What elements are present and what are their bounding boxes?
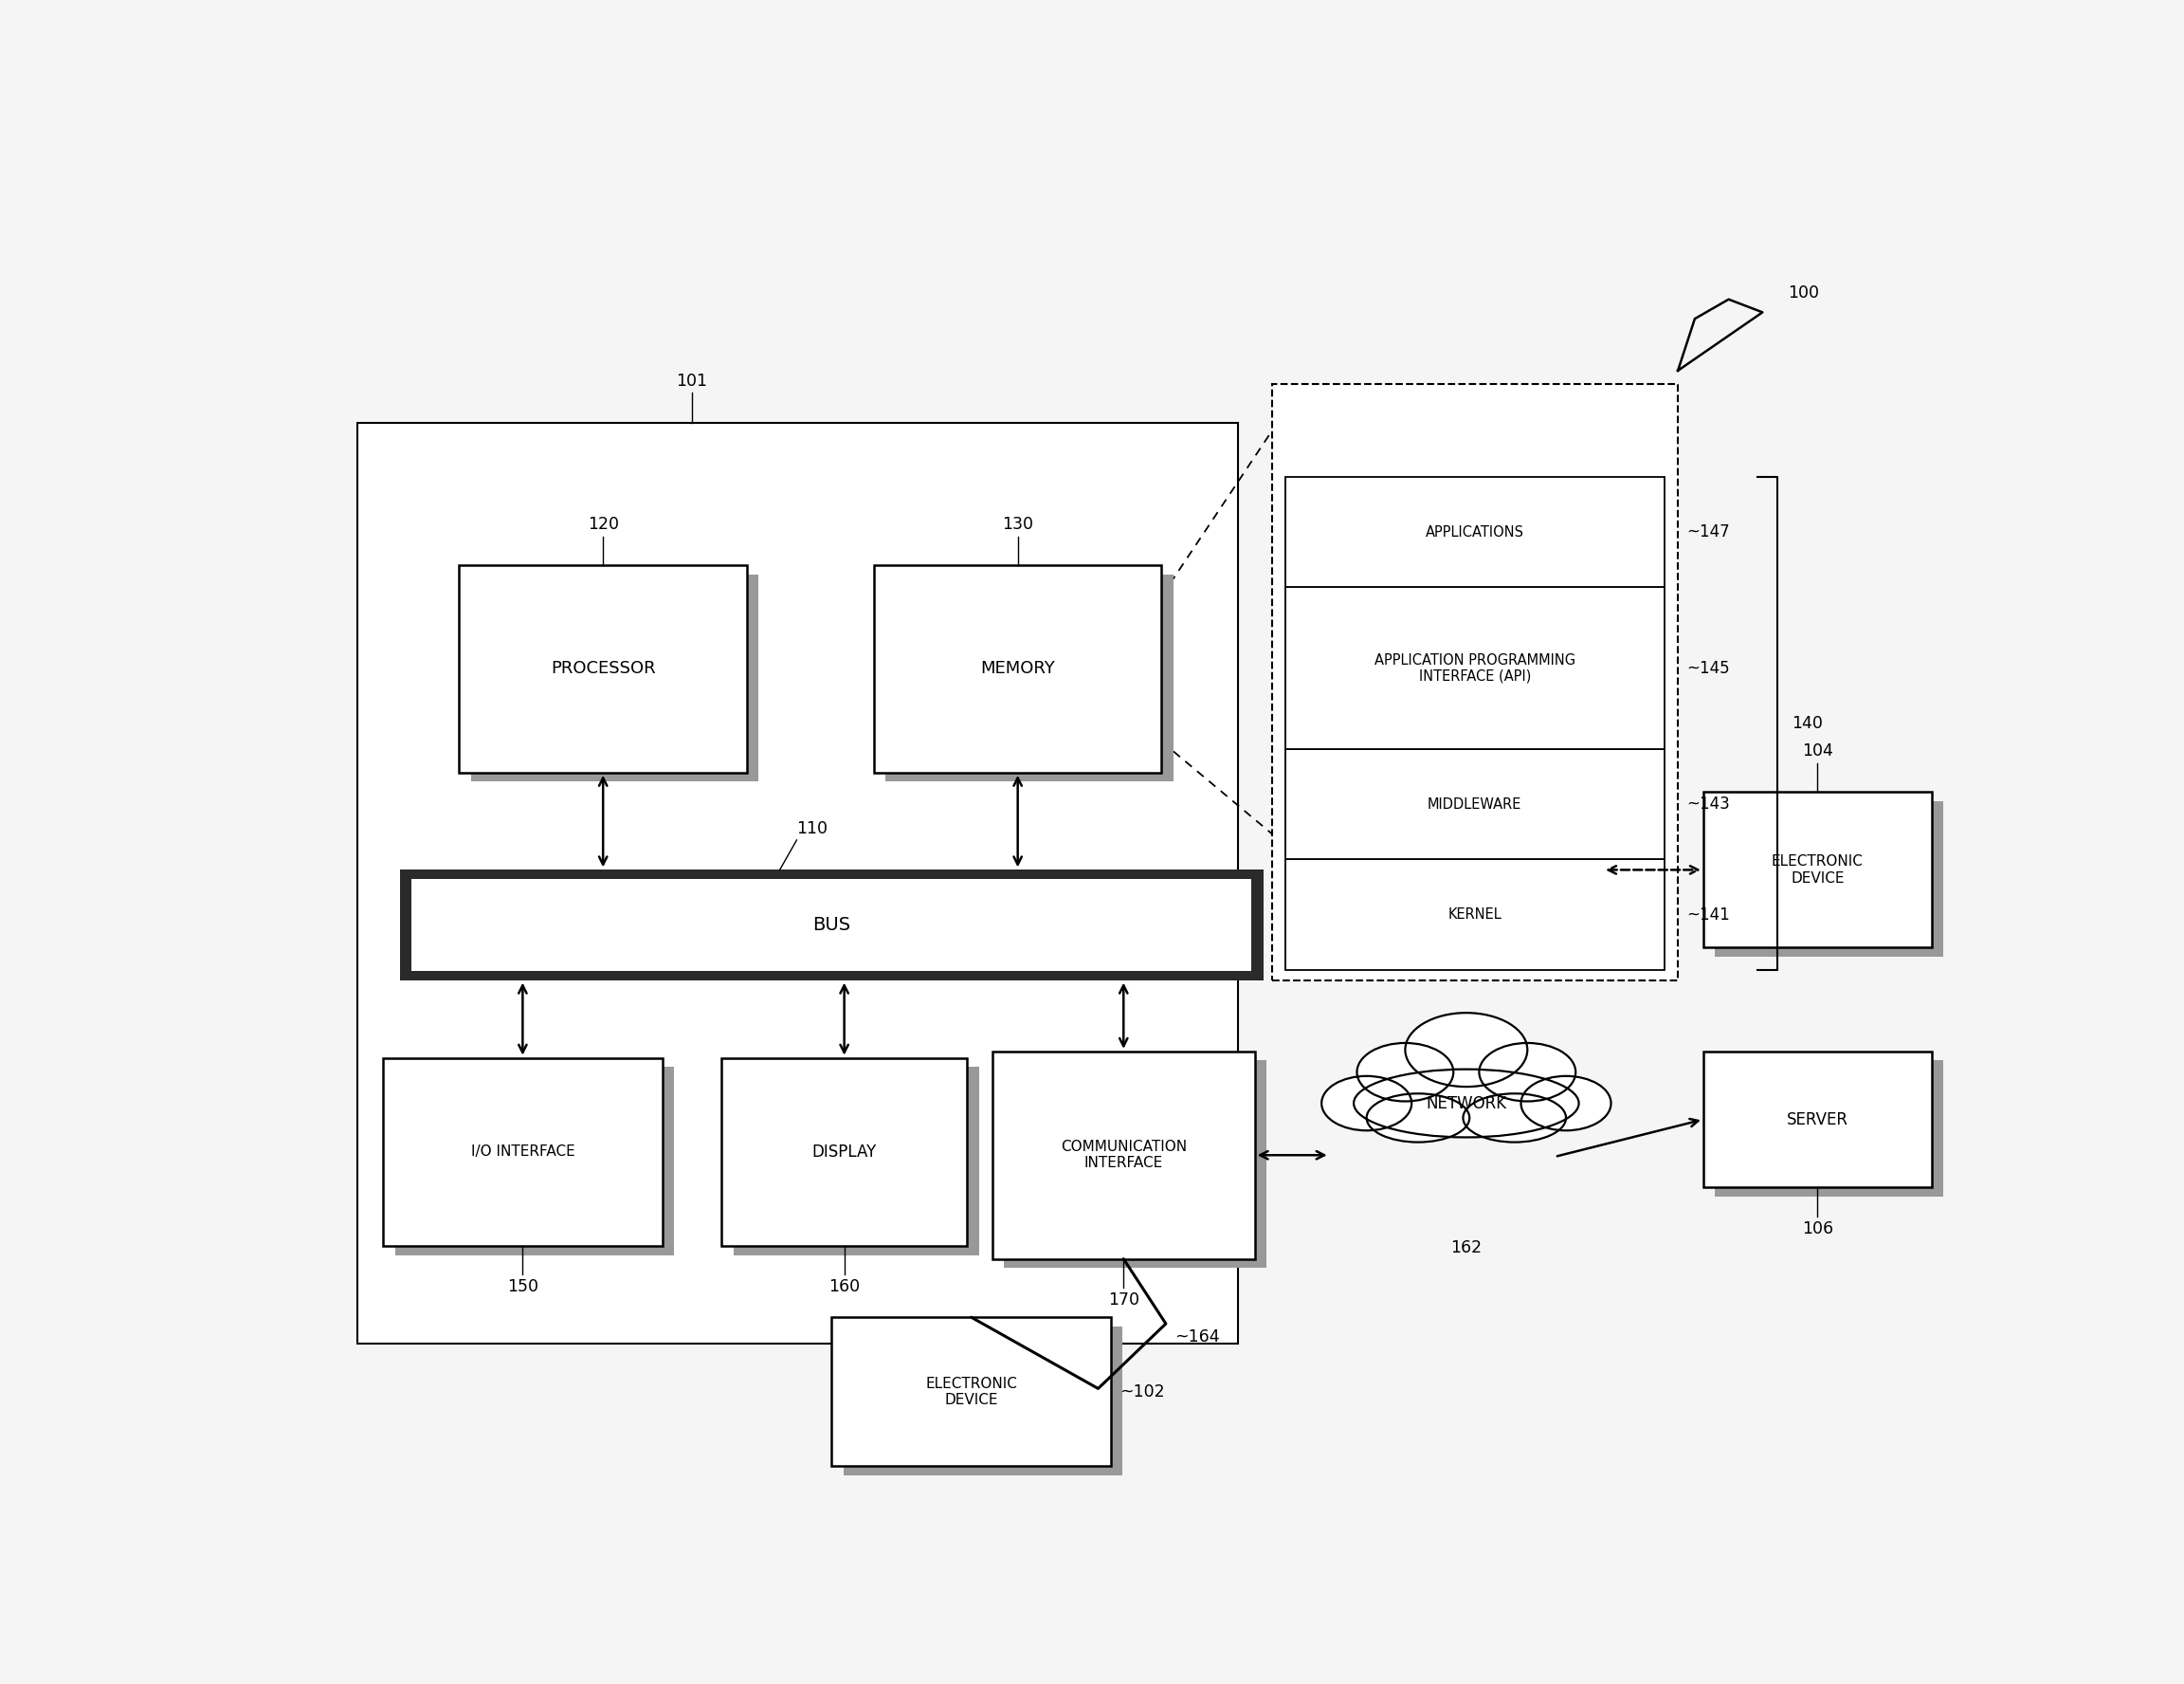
Text: BUS: BUS xyxy=(812,916,850,935)
Text: APPLICATIONS: APPLICATIONS xyxy=(1426,525,1524,539)
Text: 106: 106 xyxy=(1802,1219,1832,1238)
Ellipse shape xyxy=(1479,1042,1575,1101)
Text: ~147: ~147 xyxy=(1686,524,1730,541)
Text: 100: 100 xyxy=(1789,285,1819,301)
Ellipse shape xyxy=(1520,1076,1612,1130)
Bar xyxy=(1284,749,1664,859)
Text: COMMUNICATION
INTERFACE: COMMUNICATION INTERFACE xyxy=(1061,1140,1186,1170)
Bar xyxy=(832,1317,1112,1467)
Text: ELECTRONIC
DEVICE: ELECTRONIC DEVICE xyxy=(1771,854,1863,886)
Bar xyxy=(413,879,1251,972)
Bar xyxy=(1271,384,1677,980)
Bar xyxy=(887,574,1173,781)
Ellipse shape xyxy=(1404,1012,1527,1086)
Text: 140: 140 xyxy=(1791,714,1821,733)
Text: ELECTRONIC
DEVICE: ELECTRONIC DEVICE xyxy=(926,1376,1018,1408)
Bar xyxy=(1284,588,1664,749)
Text: 130: 130 xyxy=(1002,515,1033,532)
Bar xyxy=(1714,1061,1944,1197)
Text: PROCESSOR: PROCESSOR xyxy=(550,660,655,677)
Text: 160: 160 xyxy=(828,1278,860,1295)
Text: 110: 110 xyxy=(797,820,828,837)
Text: DISPLAY: DISPLAY xyxy=(812,1143,876,1160)
Bar xyxy=(1704,1051,1931,1187)
Text: I/O INTERFACE: I/O INTERFACE xyxy=(470,1145,574,1159)
Bar xyxy=(734,1068,978,1255)
Bar xyxy=(1714,802,1944,957)
Text: 170: 170 xyxy=(1107,1292,1140,1308)
Text: 150: 150 xyxy=(507,1278,537,1295)
Text: 162: 162 xyxy=(1450,1239,1483,1256)
Ellipse shape xyxy=(1321,1076,1411,1130)
Text: MEMORY: MEMORY xyxy=(981,660,1055,677)
Text: 120: 120 xyxy=(587,515,618,532)
Bar xyxy=(843,1327,1123,1475)
Bar xyxy=(395,1068,675,1255)
Text: KERNEL: KERNEL xyxy=(1448,908,1503,921)
Text: ~141: ~141 xyxy=(1686,906,1730,923)
Ellipse shape xyxy=(1367,1093,1470,1142)
Text: 101: 101 xyxy=(677,374,708,391)
Text: 104: 104 xyxy=(1802,743,1832,759)
Bar xyxy=(1284,477,1664,588)
Bar xyxy=(992,1051,1254,1260)
Text: SERVER: SERVER xyxy=(1787,1111,1848,1128)
Bar xyxy=(459,566,747,773)
Text: NETWORK: NETWORK xyxy=(1426,1095,1507,1111)
Text: ~145: ~145 xyxy=(1686,660,1730,677)
Bar xyxy=(400,871,1262,980)
Bar xyxy=(721,1058,968,1246)
Text: ~164: ~164 xyxy=(1175,1329,1219,1346)
Bar xyxy=(1005,1061,1267,1268)
Bar xyxy=(1704,791,1931,948)
Text: ~102: ~102 xyxy=(1118,1383,1164,1401)
Bar xyxy=(472,574,758,781)
Text: APPLICATION PROGRAMMING
INTERFACE (API): APPLICATION PROGRAMMING INTERFACE (API) xyxy=(1374,653,1575,684)
Bar xyxy=(382,1058,662,1246)
Bar xyxy=(874,566,1162,773)
Bar xyxy=(1284,859,1664,970)
Text: MIDDLEWARE: MIDDLEWARE xyxy=(1428,797,1522,812)
Bar xyxy=(358,423,1238,1344)
Text: ~143: ~143 xyxy=(1686,797,1730,813)
Ellipse shape xyxy=(1463,1093,1566,1142)
Ellipse shape xyxy=(1356,1042,1452,1101)
Ellipse shape xyxy=(1354,1069,1579,1137)
